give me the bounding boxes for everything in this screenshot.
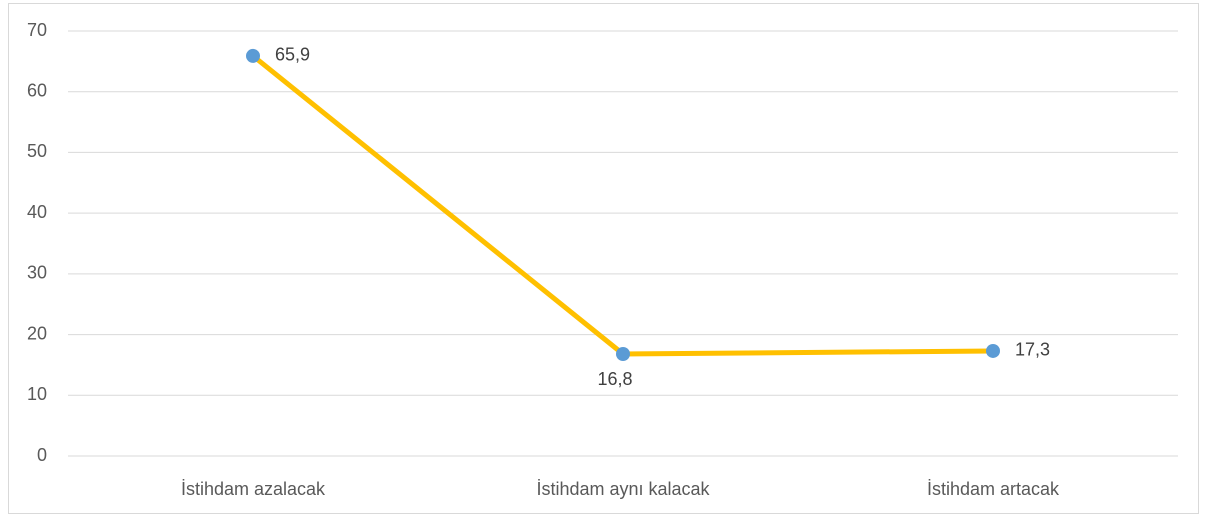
y-tick-label: 70 — [27, 20, 47, 40]
data-label: 16,8 — [597, 369, 632, 389]
marker — [246, 48, 260, 63]
marker — [986, 343, 1000, 358]
y-tick-label: 10 — [27, 384, 47, 404]
y-tick-label: 60 — [27, 80, 47, 100]
y-tick-label: 0 — [37, 445, 47, 465]
x-tick-label: İstihdam aynı kalacak — [536, 479, 710, 499]
y-tick-label: 50 — [27, 141, 47, 161]
y-tick-label: 20 — [27, 323, 47, 343]
y-tick-label: 30 — [27, 263, 47, 283]
x-tick-label: İstihdam azalacak — [181, 479, 326, 499]
y-tick-label: 40 — [27, 202, 47, 222]
data-label: 17,3 — [1015, 340, 1050, 360]
x-tick-label: İstihdam artacak — [927, 479, 1060, 499]
marker — [616, 347, 630, 361]
data-label: 65,9 — [275, 45, 310, 65]
chart-border — [8, 3, 1199, 514]
